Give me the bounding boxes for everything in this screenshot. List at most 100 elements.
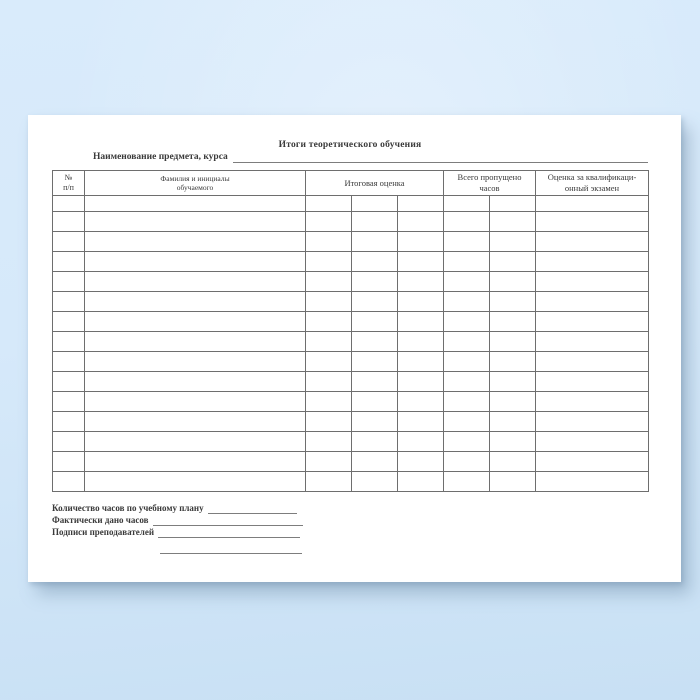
table-cell xyxy=(305,311,352,332)
table-cell xyxy=(351,251,398,272)
table-cell xyxy=(489,471,536,492)
table-cell xyxy=(305,391,352,412)
table-cell xyxy=(443,371,490,392)
table-cell xyxy=(397,431,444,452)
table-cell xyxy=(397,251,444,272)
table-cell xyxy=(535,211,649,232)
table-cell xyxy=(305,411,352,432)
table-cell xyxy=(351,431,398,452)
hours-actual-label: Фактически дано часов xyxy=(52,515,149,525)
table-cell xyxy=(351,271,398,292)
table-cell xyxy=(84,431,306,452)
table-row xyxy=(52,211,649,232)
table-row xyxy=(52,351,649,372)
table-row xyxy=(52,331,649,352)
signatures-blank-line-2 xyxy=(160,544,302,554)
table-cell xyxy=(351,351,398,372)
table-cell xyxy=(351,371,398,392)
table-row xyxy=(52,271,649,292)
table-cell xyxy=(535,231,649,252)
table-cell xyxy=(489,211,536,232)
table-cell xyxy=(351,291,398,312)
table-cell xyxy=(535,311,649,332)
table-cell xyxy=(52,251,85,272)
subject-course-label: Наименование предмета, курса xyxy=(93,152,228,162)
table-cell xyxy=(351,311,398,332)
table-cell xyxy=(443,251,490,272)
table-cell xyxy=(52,291,85,312)
table-cell xyxy=(351,411,398,432)
table-cell xyxy=(489,371,536,392)
table-cell xyxy=(489,451,536,472)
table-cell xyxy=(535,331,649,352)
signatures-label: Подписи преподавателей xyxy=(52,527,155,537)
table-cell xyxy=(52,211,85,232)
table-cell xyxy=(535,351,649,372)
table-row xyxy=(52,451,649,472)
table-cell xyxy=(84,271,306,292)
document-title: Итоги теоретического обучения xyxy=(278,140,422,150)
table-cell xyxy=(84,451,306,472)
table-cell xyxy=(443,195,490,212)
table-cell xyxy=(535,431,649,452)
table-cell xyxy=(535,291,649,312)
table-cell xyxy=(52,351,85,372)
table-cell xyxy=(535,451,649,472)
table-cell xyxy=(489,431,536,452)
table-cell xyxy=(443,211,490,232)
table-cell xyxy=(305,231,352,252)
table-cell xyxy=(84,231,306,252)
hours-plan-label: Количество часов по учебному плану xyxy=(52,503,204,513)
table-cell xyxy=(84,195,306,212)
table-cell xyxy=(84,391,306,412)
table-cell xyxy=(535,471,649,492)
table-cell xyxy=(535,371,649,392)
table-cell xyxy=(489,311,536,332)
table-cell xyxy=(305,371,352,392)
table-cell xyxy=(84,331,306,352)
table-cell xyxy=(489,231,536,252)
table-row xyxy=(52,251,649,272)
table-cell xyxy=(397,371,444,392)
table-cell xyxy=(305,195,352,212)
table-cell xyxy=(443,291,490,312)
table-cell xyxy=(305,451,352,472)
table-cell xyxy=(489,411,536,432)
results-table: № п/п Фамилия и инициалы обучаемого Итог… xyxy=(52,170,649,492)
table-cell xyxy=(443,331,490,352)
table-cell xyxy=(535,391,649,412)
table-cell xyxy=(84,311,306,332)
table-cell xyxy=(52,451,85,472)
subject-course-row: Наименование предмета, курса xyxy=(93,152,648,163)
table-cell xyxy=(443,391,490,412)
footer-block: Количество часов по учебному плану Факти… xyxy=(52,503,303,555)
hours-actual-line: Фактически дано часов xyxy=(52,515,303,526)
table-row xyxy=(52,391,649,412)
table-cell xyxy=(397,311,444,332)
table-cell xyxy=(52,471,85,492)
table-cell xyxy=(52,411,85,432)
subject-course-blank-line xyxy=(232,153,648,163)
table-cell xyxy=(489,291,536,312)
table-cell xyxy=(52,231,85,252)
hours-plan-line: Количество часов по учебному плану xyxy=(52,503,297,514)
col-header-final-grade: Итоговая оценка xyxy=(305,170,444,196)
table-cell xyxy=(351,331,398,352)
table-cell xyxy=(52,371,85,392)
table-row xyxy=(52,411,649,432)
table-cell xyxy=(305,291,352,312)
table-cell xyxy=(351,451,398,472)
table-row xyxy=(52,195,649,212)
table-cell xyxy=(443,451,490,472)
table-row xyxy=(52,431,649,452)
table-cell xyxy=(443,231,490,252)
table-cell xyxy=(443,311,490,332)
table-row xyxy=(52,371,649,392)
table-row xyxy=(52,231,649,252)
table-cell xyxy=(489,195,536,212)
table-cell xyxy=(52,331,85,352)
table-cell xyxy=(535,251,649,272)
table-cell xyxy=(535,195,649,212)
table-cell xyxy=(535,411,649,432)
